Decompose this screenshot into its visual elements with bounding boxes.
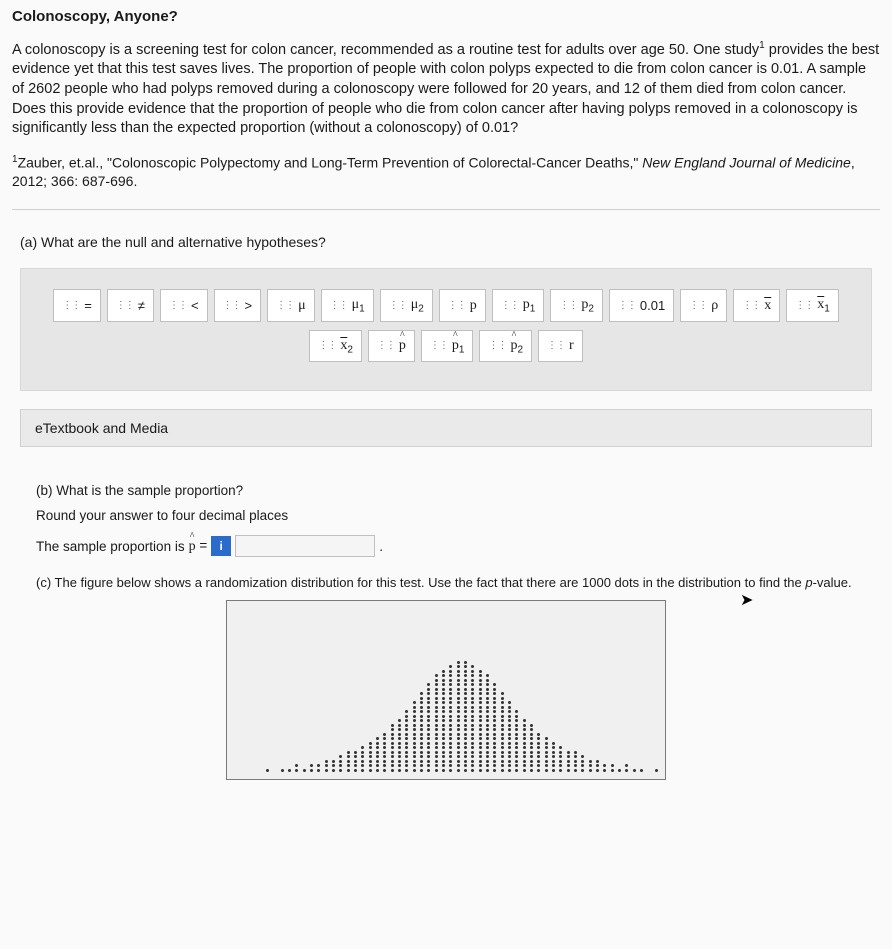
symbol-tile-bank: ⋮⋮=⋮⋮≠⋮⋮<⋮⋮>⋮⋮μ⋮⋮μ1⋮⋮μ2⋮⋮p⋮⋮p1⋮⋮p2⋮⋮0.01… [20,268,872,391]
symbol-tile[interactable]: ⋮⋮p2 [550,289,603,322]
part-b-prefix: The sample proportion is [36,539,185,554]
citation: 1Zauber, et.al., "Colonoscopic Polypecto… [12,153,880,191]
symbol-tile[interactable]: ⋮⋮x [733,289,780,322]
symbol-tile[interactable]: ⋮⋮p [368,330,415,363]
symbol-tile[interactable]: ⋮⋮p2 [479,330,532,363]
sample-proportion-input[interactable] [235,535,375,557]
symbol-tile[interactable]: ⋮⋮p1 [492,289,545,322]
info-icon[interactable]: i [211,536,231,556]
p-hat-symbol: p = [189,538,208,555]
tile-row-2: ⋮⋮x2⋮⋮p⋮⋮p1⋮⋮p2⋮⋮r [51,330,841,363]
part-c-question: (c) The figure below shows a randomizati… [36,575,856,590]
part-a-question: (a) What are the null and alternative hy… [20,234,880,250]
symbol-tile[interactable]: ⋮⋮x2 [309,330,362,363]
period: . [379,539,383,554]
symbol-tile[interactable]: ⋮⋮ρ [680,289,727,322]
symbol-tile[interactable]: ⋮⋮0.01 [609,289,674,322]
symbol-tile[interactable]: ⋮⋮x1 [786,289,839,322]
divider [12,209,880,210]
symbol-tile[interactable]: ⋮⋮< [160,289,208,322]
intro-paragraph: A colonoscopy is a screening test for co… [12,39,880,139]
page-title: Colonoscopy, Anyone? [12,8,880,25]
tile-row-1: ⋮⋮=⋮⋮≠⋮⋮<⋮⋮>⋮⋮μ⋮⋮μ1⋮⋮μ2⋮⋮p⋮⋮p1⋮⋮p2⋮⋮0.01… [51,289,841,322]
symbol-tile[interactable]: ⋮⋮μ2 [380,289,433,322]
etextbook-media-button[interactable]: eTextbook and Media [20,409,872,447]
symbol-tile[interactable]: ⋮⋮= [53,289,101,322]
part-b-answer-row: The sample proportion is p = i . [36,535,880,557]
part-b-question: (b) What is the sample proportion? [36,483,880,498]
part-b-instruction: Round your answer to four decimal places [36,508,880,523]
symbol-tile[interactable]: ⋮⋮r [538,330,583,363]
symbol-tile[interactable]: ⋮⋮≠ [107,289,154,322]
randomization-dotplot [226,600,666,780]
symbol-tile[interactable]: ⋮⋮μ [267,289,315,322]
symbol-tile[interactable]: ⋮⋮p1 [421,330,474,363]
symbol-tile[interactable]: ⋮⋮μ1 [321,289,374,322]
symbol-tile[interactable]: ⋮⋮> [214,289,262,322]
symbol-tile[interactable]: ⋮⋮p [439,289,486,322]
cursor-icon: ➤ [740,590,753,610]
